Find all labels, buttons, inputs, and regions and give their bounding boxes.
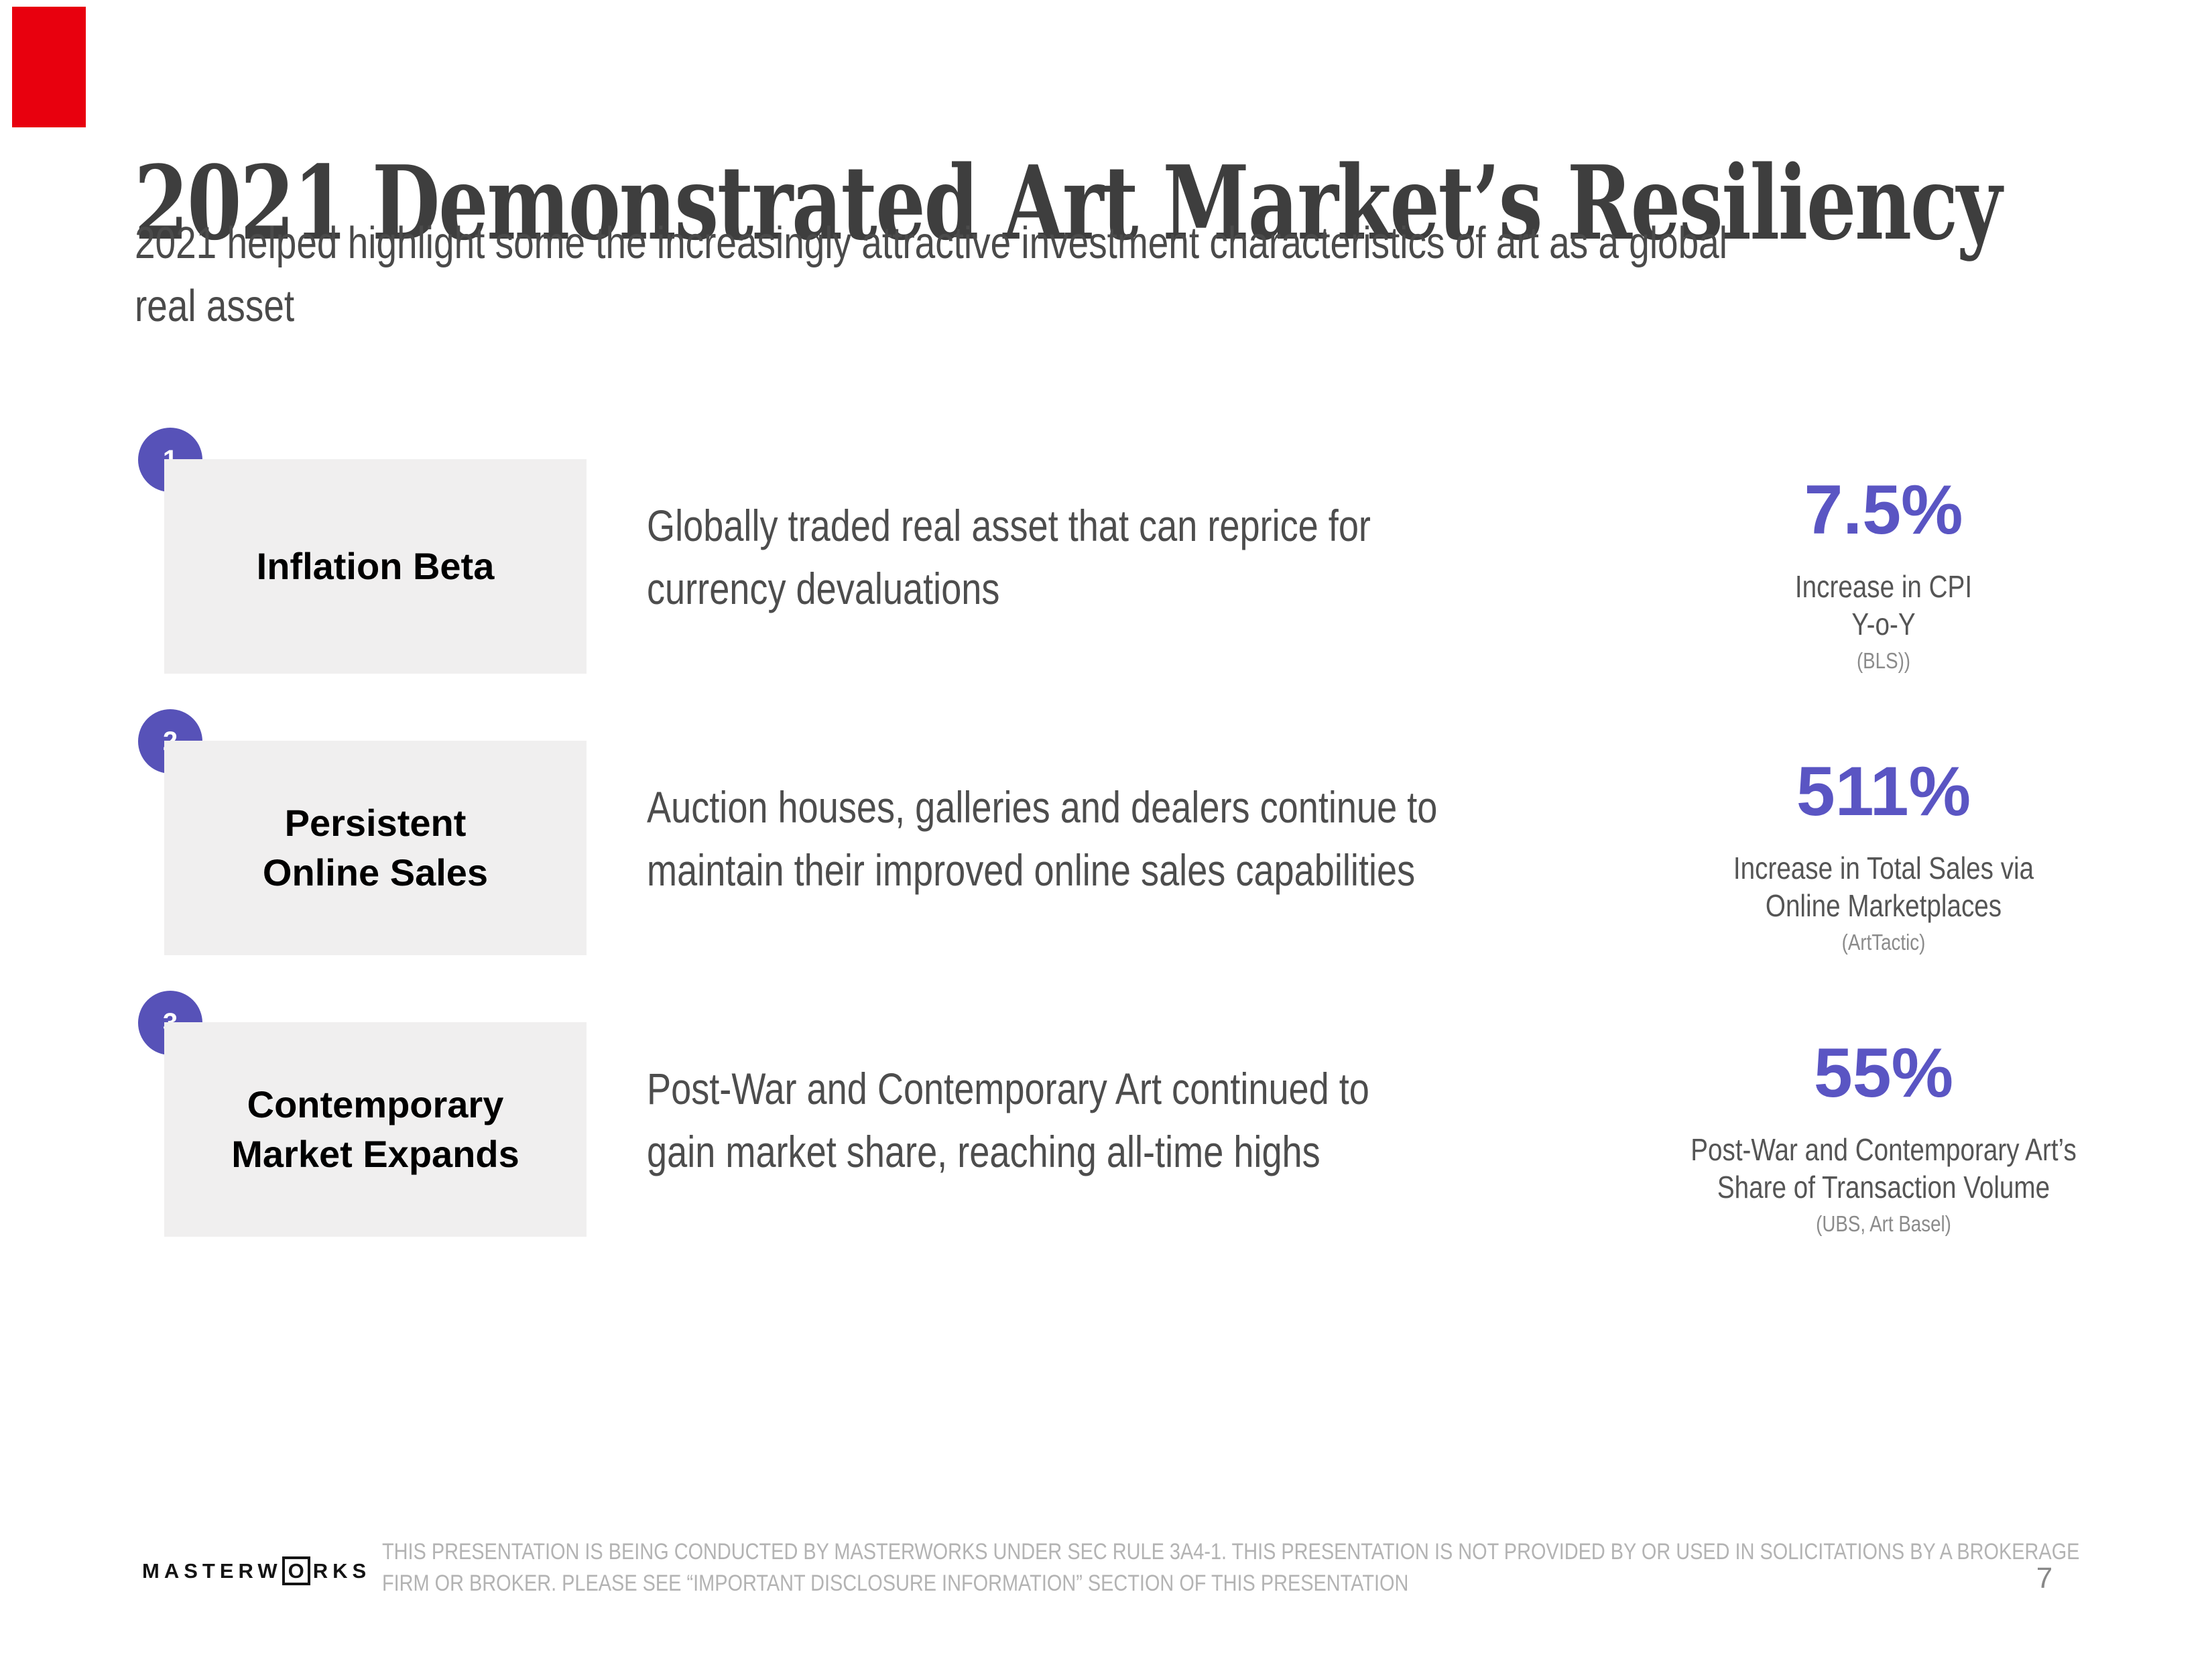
feature-label-box: Inflation Beta bbox=[164, 459, 587, 674]
feature-label-box: Persistent Online Sales bbox=[164, 741, 587, 955]
stat-source: (ArtTactic) bbox=[1841, 930, 1926, 955]
slide-subtitle: 2021 helped highlight some the increasin… bbox=[135, 218, 1727, 331]
masterworks-logo: MASTERW O RKS bbox=[142, 1556, 371, 1585]
slide-title: 2021 Demonstrated Art Market’s Resilienc… bbox=[134, 142, 2002, 263]
feature-stat: 55% Post-War and Contemporary Art’s Shar… bbox=[1622, 1038, 2145, 1237]
feature-label-box: Contemporary Market Expands bbox=[164, 1022, 587, 1237]
feature-row-inflation-beta: 1 Inflation Beta Globally traded real as… bbox=[0, 422, 2212, 674]
feature-label: Persistent Online Sales bbox=[262, 802, 489, 894]
stat-caption: Increase in CPI Y-o-Y bbox=[1794, 569, 1973, 641]
logo-text-left: MASTERW bbox=[142, 1558, 282, 1583]
feature-description: Globally traded real asset that can repr… bbox=[647, 501, 1371, 613]
stat-value: 511% bbox=[1796, 753, 1971, 831]
footer-disclaimer: THIS PRESENTATION IS BEING CONDUCTED BY … bbox=[382, 1539, 2080, 1596]
stat-caption: Post-War and Contemporary Art’s Share of… bbox=[1691, 1132, 2077, 1205]
feature-description: Auction houses, galleries and dealers co… bbox=[647, 782, 1438, 895]
feature-row-contemporary-market-expands: 3 Contemporary Market Expands Post-War a… bbox=[0, 985, 2212, 1237]
red-corner-marker bbox=[12, 7, 86, 127]
feature-row-persistent-online-sales: 2 Persistent Online Sales Auction houses… bbox=[0, 703, 2212, 955]
stat-value: 55% bbox=[1813, 1034, 1954, 1112]
feature-description: Post-War and Contemporary Art continued … bbox=[647, 1064, 1369, 1176]
feature-label: Inflation Beta bbox=[256, 545, 495, 587]
logo-text-right: RKS bbox=[312, 1558, 371, 1583]
page-number: 7 bbox=[2036, 1562, 2053, 1595]
logo-boxed-o-icon: O bbox=[282, 1556, 310, 1585]
stat-source: (BLS)) bbox=[1856, 648, 1911, 673]
feature-stat: 7.5% Increase in CPI Y-o-Y (BLS)) bbox=[1622, 475, 2145, 674]
feature-stat: 511% Increase in Total Sales via Online … bbox=[1622, 757, 2145, 955]
stat-value: 7.5% bbox=[1804, 471, 1963, 549]
stat-source: (UBS, Art Basel) bbox=[1816, 1211, 1951, 1236]
stat-caption: Increase in Total Sales via Online Marke… bbox=[1733, 851, 2034, 923]
feature-label: Contemporary Market Expands bbox=[231, 1083, 519, 1175]
